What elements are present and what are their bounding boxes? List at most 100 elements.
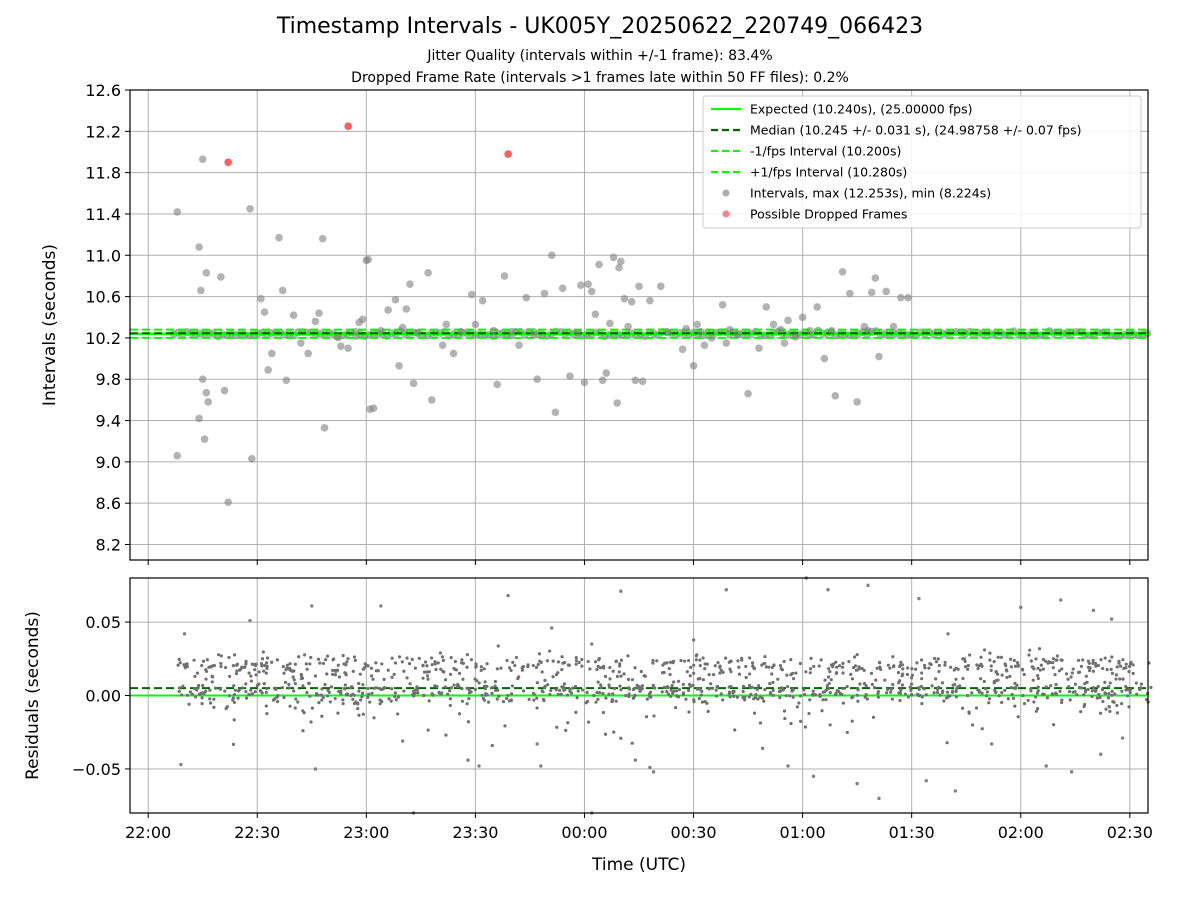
dense-residual-point <box>729 670 733 674</box>
interval-point <box>402 305 411 313</box>
dense-residual-point <box>824 698 828 702</box>
dense-residual-point <box>988 651 992 655</box>
residual-point <box>989 742 994 746</box>
dense-residual-point <box>339 692 343 696</box>
dense-residual-point <box>209 701 213 705</box>
dense-residual-point <box>1121 677 1125 681</box>
dense-residual-point <box>465 665 469 669</box>
dense-residual-point <box>190 692 194 696</box>
dense-residual-point <box>565 693 570 697</box>
dense-residual-point <box>397 655 402 659</box>
dense-residual-point <box>313 674 318 678</box>
dense-residual-point <box>966 663 970 668</box>
dense-residual-point <box>1016 664 1020 668</box>
dense-residual-point <box>626 654 630 658</box>
dense-residual-point <box>260 657 265 661</box>
dense-residual-point <box>261 650 265 654</box>
interval-point <box>587 287 596 296</box>
dense-residual-point <box>660 671 665 675</box>
dense-residual-point <box>819 658 823 662</box>
interval-point <box>337 342 345 350</box>
dense-residual-point <box>744 675 748 680</box>
dense-residual-point <box>851 665 856 670</box>
dense-residual-point <box>898 679 902 683</box>
dense-residual-point <box>1099 658 1103 662</box>
dense-residual-point <box>660 690 664 694</box>
dense-residual-point <box>953 682 957 687</box>
dense-residual-point <box>762 699 766 703</box>
dense-residual-point <box>1104 707 1108 711</box>
dense-residual-point <box>1051 661 1055 665</box>
dense-residual-point <box>576 689 580 693</box>
dense-residual-point <box>247 671 251 675</box>
interval-point <box>595 260 603 269</box>
top-ylabel: Intervals (seconds) <box>40 244 60 406</box>
dense-residual-point <box>1055 658 1059 662</box>
dense-residual-point <box>617 670 621 674</box>
dense-residual-point <box>963 664 968 669</box>
dense-residual-point <box>966 667 970 671</box>
dense-residual-point <box>197 692 201 697</box>
interval-point <box>615 263 623 272</box>
dense-residual-point <box>855 693 859 697</box>
dense-residual-point <box>670 683 674 688</box>
dense-residual-point <box>728 695 732 699</box>
dense-residual-point <box>1115 665 1119 669</box>
chart-subtitle-jitter: Jitter Quality (intervals within +/-1 fr… <box>427 48 773 64</box>
dense-residual-point <box>505 696 509 701</box>
top-ytick-label: 9.4 <box>96 412 121 431</box>
dense-residual-point <box>856 699 860 703</box>
dense-residual-point <box>560 655 564 659</box>
dense-residual-point <box>809 656 813 660</box>
dense-residual-point <box>1027 653 1031 657</box>
dense-residual-point <box>410 657 414 661</box>
dense-residual-point <box>400 660 404 664</box>
interval-point <box>413 328 422 337</box>
dense-residual-point <box>343 671 347 675</box>
dense-residual-point <box>262 682 266 686</box>
dense-residual-point <box>799 719 803 723</box>
dense-residual-point <box>551 659 555 663</box>
dense-residual-point <box>954 689 958 694</box>
residual-point <box>1099 752 1103 756</box>
dense-residual-point <box>548 692 552 697</box>
dense-residual-point <box>327 690 332 695</box>
dense-residual-point <box>676 695 681 699</box>
dense-residual-point <box>1006 697 1010 701</box>
dense-residual-point <box>280 685 285 690</box>
interval-point <box>311 317 320 326</box>
dense-residual-point <box>732 694 736 698</box>
dense-residual-point <box>932 691 936 695</box>
interval-point <box>820 354 829 363</box>
dense-residual-point <box>888 690 893 694</box>
dense-residual-point <box>415 688 419 692</box>
dense-residual-point <box>927 666 931 670</box>
dense-residual-point <box>369 674 374 678</box>
dense-residual-point <box>219 654 223 658</box>
dense-residual-point <box>1021 693 1025 698</box>
interval-point <box>646 296 654 305</box>
dense-residual-point <box>599 683 603 687</box>
dense-residual-point <box>1009 665 1013 669</box>
dense-residual-point <box>1117 659 1121 664</box>
dense-residual-point <box>1105 667 1109 672</box>
interval-point <box>638 377 647 386</box>
dense-residual-point <box>627 694 631 699</box>
interval-point <box>798 313 807 322</box>
dense-residual-point <box>1114 677 1118 681</box>
dense-residual-point <box>460 658 464 662</box>
dense-residual-point <box>320 698 324 702</box>
dense-residual-point <box>509 692 514 696</box>
dense-residual-point <box>474 662 478 666</box>
dense-residual-point <box>988 658 992 662</box>
dense-residual-point <box>433 660 437 664</box>
top-ytick-label: 9.0 <box>96 453 121 472</box>
dense-residual-point <box>1000 700 1004 705</box>
dense-residual-point <box>661 663 665 667</box>
dense-residual-point <box>448 697 453 701</box>
dense-residual-point <box>987 697 992 701</box>
dense-residual-point <box>840 692 844 696</box>
dense-residual-point <box>483 680 487 684</box>
dense-residual-point <box>588 667 592 671</box>
dense-residual-point <box>979 655 983 659</box>
